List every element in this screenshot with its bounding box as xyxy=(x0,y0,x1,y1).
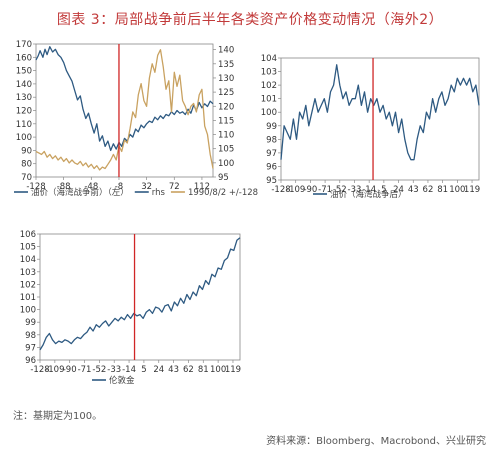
x-tick-label: 62 xyxy=(423,185,434,195)
legend-label: rhs xyxy=(152,188,166,198)
y-left-tick-label: 97 xyxy=(25,343,36,353)
x-tick-label: 81 xyxy=(198,365,209,375)
y-left-tick-label: 106 xyxy=(20,230,36,240)
y-right-tick-label: 110 xyxy=(218,131,234,141)
x-tick-label: -52 xyxy=(333,185,347,195)
x-tick-label: -88 xyxy=(57,182,71,192)
y-left-tick-label: 100 xyxy=(20,306,36,316)
y-left-tick-label: 70 xyxy=(21,173,32,183)
y-left-tick-label: 100 xyxy=(16,133,32,143)
y-right-tick-label: 130 xyxy=(218,74,234,84)
x-tick-label: 24 xyxy=(153,365,164,375)
y-left-tick-label: 102 xyxy=(261,81,277,91)
y-right-tick-label: 105 xyxy=(218,145,234,155)
x-tick-label: 81 xyxy=(437,185,448,195)
y-left-tick-label: 80 xyxy=(21,160,32,170)
y-left-tick-label: 160 xyxy=(16,53,32,63)
series-line-2 xyxy=(35,49,214,171)
x-tick-label: 24 xyxy=(393,185,404,195)
x-tick-label: -109 xyxy=(45,365,64,375)
y-left-tick-label: 102 xyxy=(20,280,36,290)
y-left-tick-label: 120 xyxy=(16,107,32,117)
y-left-tick-label: 97 xyxy=(266,149,277,159)
x-tick-label: -8 xyxy=(115,182,123,192)
x-tick-label: -128 xyxy=(30,365,49,375)
y-left-tick-label: 101 xyxy=(20,293,36,303)
y-left-tick-label: 150 xyxy=(16,67,32,77)
x-tick-label: -128 xyxy=(271,185,290,195)
y-left-tick-label: 103 xyxy=(20,268,36,278)
x-tick-label: 100 xyxy=(210,365,226,375)
y-left-tick-label: 98 xyxy=(25,331,36,341)
y-left-tick-label: 96 xyxy=(266,162,277,172)
y-left-tick-label: 98 xyxy=(266,135,277,145)
y-left-tick-label: 140 xyxy=(16,80,32,90)
y-left-tick-label: 100 xyxy=(261,108,277,118)
x-tick-label: 62 xyxy=(183,365,194,375)
series-line-1 xyxy=(280,64,480,161)
y-left-tick-label: 105 xyxy=(20,243,36,253)
footnote: 注：基期定为100。 xyxy=(13,411,103,422)
x-tick-label: -90 xyxy=(303,185,317,195)
x-tick-label: -33 xyxy=(348,185,362,195)
x-tick-label: -52 xyxy=(92,365,106,375)
x-tick-label: 5 xyxy=(381,185,386,195)
x-tick-label: -128 xyxy=(26,182,45,192)
y-left-tick-label: 96 xyxy=(25,356,36,366)
x-tick-label: -33 xyxy=(107,365,121,375)
source-note: 资料来源：Bloomberg、Macrobond、兴业研究 xyxy=(266,436,486,447)
x-tick-label: -14 xyxy=(362,185,376,195)
x-tick-label: 112 xyxy=(194,182,210,192)
y-left-tick-label: 103 xyxy=(261,68,277,78)
figure-title: 图表 3：局部战争前后半年各类资产价格变动情况（海外2） xyxy=(56,12,444,28)
x-tick-label: 32 xyxy=(141,182,152,192)
x-tick-label: -90 xyxy=(63,365,77,375)
y-right-tick-label: 115 xyxy=(218,116,234,126)
x-tick-label: 43 xyxy=(168,365,179,375)
y-left-tick-label: 95 xyxy=(266,176,277,186)
y-left-tick-label: 110 xyxy=(16,120,32,130)
y-left-tick-label: 130 xyxy=(16,93,32,103)
plot-frame xyxy=(39,233,241,361)
y-right-tick-label: 125 xyxy=(218,88,234,98)
legend-label: 油价（海湾战争后） xyxy=(330,189,407,200)
y-left-tick-label: 101 xyxy=(261,95,277,105)
y-left-tick-label: 104 xyxy=(20,255,36,265)
y-left-tick-label: 170 xyxy=(16,40,32,50)
legend-label: 1990/8/2 +/-128 xyxy=(188,188,258,198)
x-tick-label: -14 xyxy=(122,365,136,375)
plot-frame xyxy=(280,57,480,181)
chart-panel-oil-before-war: 70 80 90 100 110 120 130 140 150 160 170 95 100 105 11… xyxy=(14,40,258,198)
y-right-tick-label: 120 xyxy=(218,102,234,112)
x-tick-label: 119 xyxy=(464,185,480,195)
x-tick-label: 72 xyxy=(169,182,180,192)
y-right-tick-label: 100 xyxy=(218,159,234,169)
y-left-tick-label: 99 xyxy=(25,318,36,328)
y-right-tick-label: 135 xyxy=(218,60,234,70)
x-tick-label: 119 xyxy=(225,365,241,375)
legend-label: 油价（海湾战争前）（左） xyxy=(31,187,129,198)
series-line-1 xyxy=(35,46,214,152)
y-right-tick-label: 95 xyxy=(218,173,229,183)
x-tick-label: -71 xyxy=(78,365,92,375)
x-tick-label: 100 xyxy=(449,185,465,195)
series-line-1 xyxy=(39,237,241,351)
y-left-tick-label: 90 xyxy=(21,146,32,156)
x-tick-label: -71 xyxy=(318,185,332,195)
x-tick-label: 5 xyxy=(141,365,146,375)
y-right-tick-label: 140 xyxy=(218,46,234,56)
legend-label: 伦敦金 xyxy=(109,375,135,386)
x-tick-label: -109 xyxy=(286,185,305,195)
x-tick-label: 43 xyxy=(408,185,419,195)
x-tick-label: -48 xyxy=(84,182,98,192)
y-left-tick-label: 99 xyxy=(266,122,277,132)
chart-panel-london-gold: 96 97 98 99 100 101 102 103 104 105 106 -128-109-90… xyxy=(20,230,241,386)
y-left-tick-label: 104 xyxy=(261,54,277,64)
